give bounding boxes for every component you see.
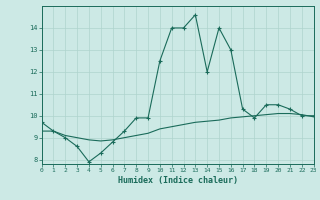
X-axis label: Humidex (Indice chaleur): Humidex (Indice chaleur): [118, 176, 237, 185]
